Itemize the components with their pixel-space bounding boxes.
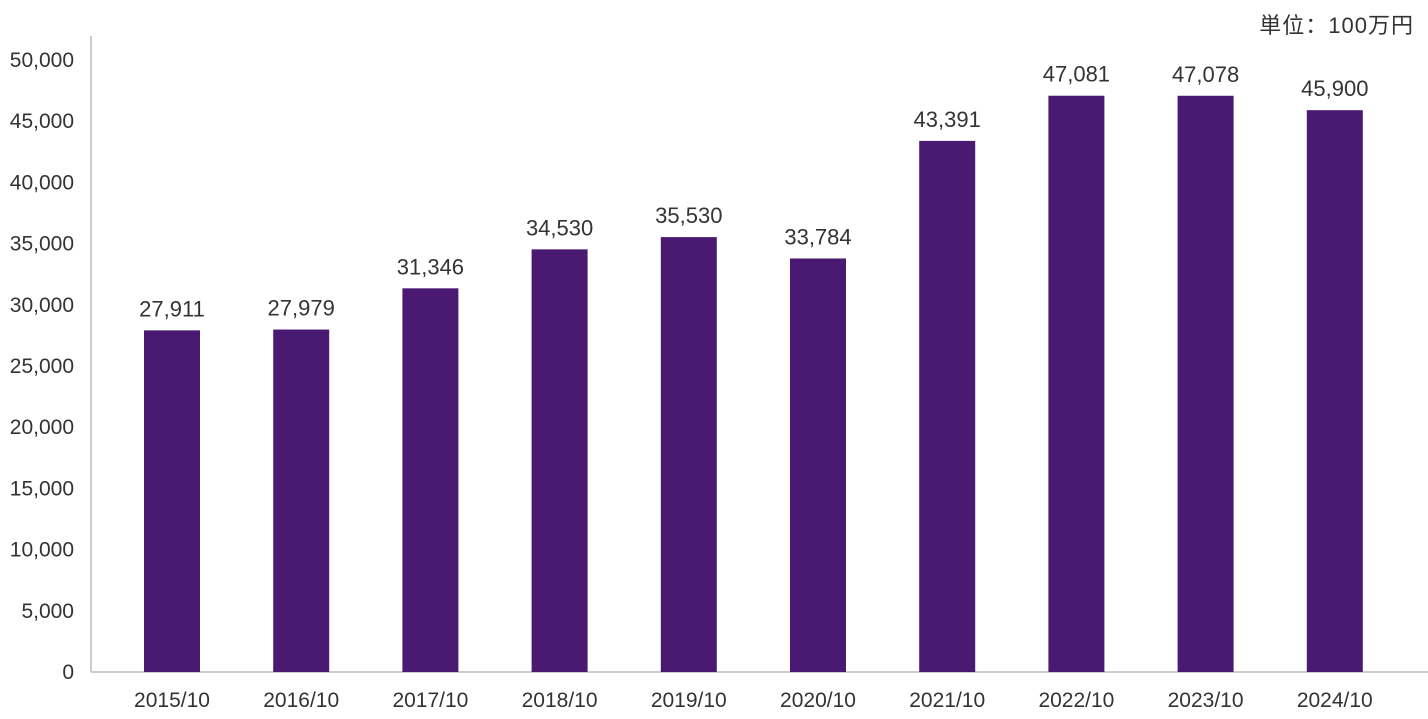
y-tick-label: 25,000 [10,355,74,378]
value-labels: 27,911 27,979 31,346 34,530 35,530 33,784 43,3… [139,62,1368,322]
x-category-label: 2019/10 [651,689,727,712]
bar-value-label: 27,911 [139,296,205,321]
x-category-label: 2018/10 [522,689,598,712]
x-category-label: 2017/10 [392,689,468,712]
y-tick-label: 50,000 [10,49,74,72]
y-tick-label: 10,000 [10,539,74,562]
bar [402,288,459,672]
y-tick-label: 45,000 [10,110,74,133]
bar [273,329,330,672]
bar-value-label: 47,078 [1172,62,1239,87]
bars [144,95,1363,673]
y-tick-label: 30,000 [10,294,74,317]
unit-label: 単位：100万円 [1259,13,1414,38]
x-category-label: 2021/10 [909,689,985,712]
x-category-label: 2023/10 [1168,689,1244,712]
bar [144,330,200,672]
bar-value-label: 27,979 [268,296,335,321]
bar-value-label: 33,784 [784,224,851,249]
y-tick-label: 40,000 [10,171,74,194]
bar [1048,95,1105,672]
bar [919,140,976,672]
x-category-label: 2024/10 [1297,689,1373,712]
y-axis-ticks: 0 5,000 10,000 15,000 20,000 25,000 30,000 35,0… [10,49,74,684]
y-tick-label: 20,000 [10,416,74,439]
bar [660,237,717,672]
bar-value-label: 34,530 [526,215,593,240]
bar-value-label: 45,900 [1301,76,1368,101]
bar-value-label: 31,346 [397,254,464,279]
x-category-label: 2015/10 [134,689,210,712]
y-tick-label: 5,000 [21,600,74,623]
y-tick-label: 0 [62,661,74,684]
x-category-label: 2020/10 [780,689,856,712]
bar-value-label: 47,081 [1043,62,1110,87]
bar [1306,110,1363,672]
category-labels: 2015/10 2016/10 2017/10 2018/10 2019/10 2020/… [134,689,1373,712]
bar [1177,95,1234,673]
y-tick-label: 35,000 [10,233,74,256]
x-category-label: 2016/10 [263,689,339,712]
bar-value-label: 43,391 [914,107,981,132]
bar-value-label: 35,530 [655,203,722,228]
bar [790,258,846,672]
y-tick-label: 15,000 [10,477,74,500]
x-category-label: 2022/10 [1038,689,1114,712]
bar [531,249,588,673]
